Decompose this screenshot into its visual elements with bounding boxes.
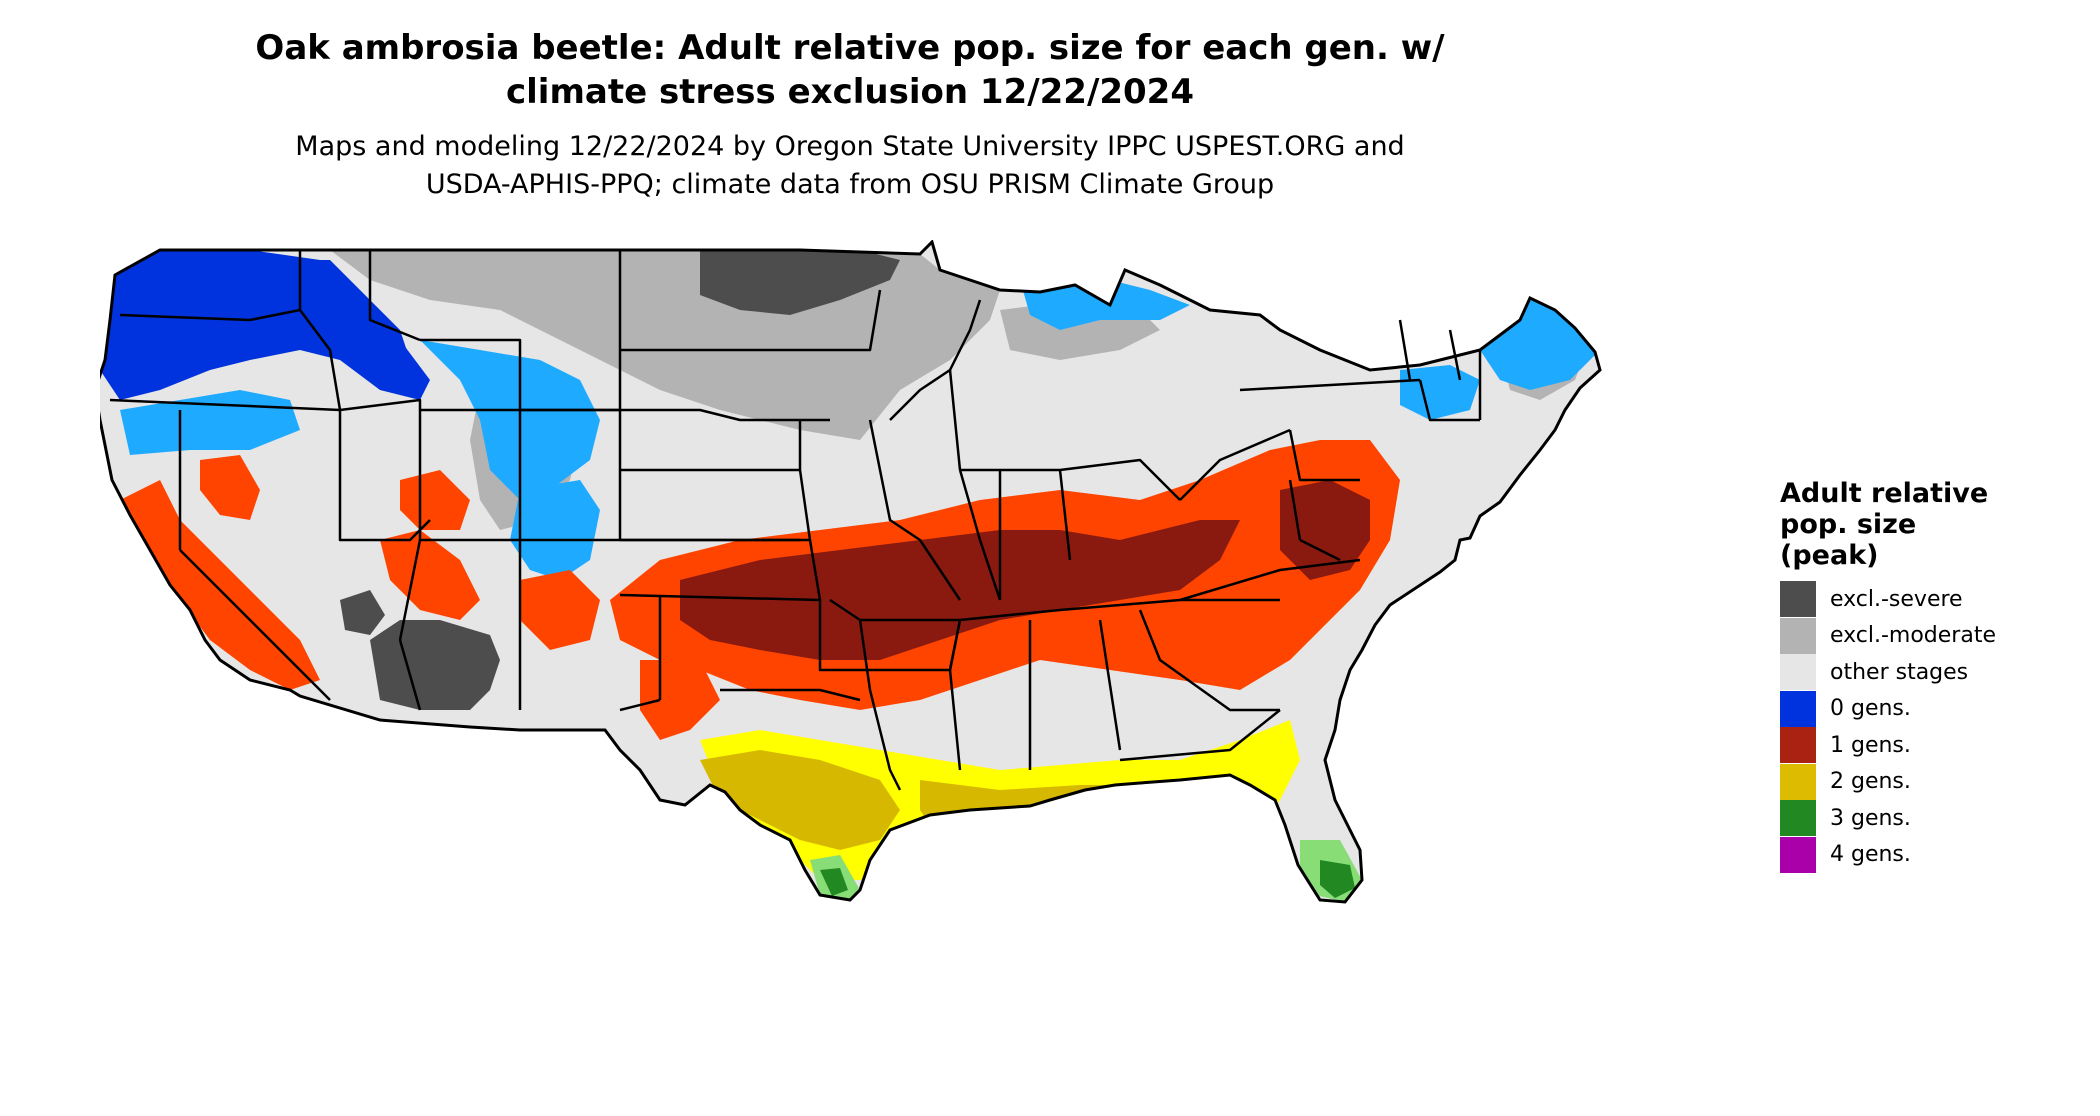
zone-1gen-light-new-mexico <box>520 570 600 650</box>
legend-title: Adult relative pop. size (peak) <box>1780 478 2040 571</box>
legend-item: excl.-moderate <box>1780 617 2040 655</box>
zone-0gen-light-rockies <box>420 340 600 500</box>
legend-item: 1 gens. <box>1780 727 2040 764</box>
legend-title-line-2: pop. size <box>1780 509 1917 540</box>
zone-0gen-light-colorado <box>510 480 600 580</box>
map-subtitle: Maps and modeling 12/22/2024 by Oregon S… <box>0 128 1700 204</box>
zone-excl-severe-north-dakota <box>700 250 900 315</box>
legend-label: excl.-moderate <box>1830 623 1996 649</box>
legend-label: excl.-severe <box>1830 586 1963 612</box>
legend-swatch <box>1780 836 1816 873</box>
zone-1gen-light-utah <box>400 470 470 530</box>
legend-title-line-1: Adult relative <box>1780 478 1989 509</box>
map-title: Oak ambrosia beetle: Adult relative pop.… <box>0 26 1700 114</box>
legend-label: 0 gens. <box>1830 696 1911 722</box>
legend-swatch <box>1780 690 1816 727</box>
legend-item: 2 gens. <box>1780 763 2040 801</box>
subtitle-line-1: Maps and modeling 12/22/2024 by Oregon S… <box>295 131 1405 162</box>
zone-excl-severe-nevada-spot <box>340 590 385 635</box>
legend-item: 4 gens. <box>1780 836 2040 874</box>
title-line-1: Oak ambrosia beetle: Adult relative pop.… <box>255 28 1445 68</box>
zone-1gen-light-southwest <box>380 530 480 620</box>
legend-label: other stages <box>1830 659 1969 685</box>
zone-3gen-dark-florida <box>1320 860 1355 898</box>
us-map <box>100 240 1602 904</box>
zone-excl-severe-arizona <box>370 620 500 710</box>
legend: Adult relative pop. size (peak) excl.-se… <box>1780 478 2040 873</box>
legend-label: 2 gens. <box>1830 769 1911 795</box>
legend-title-line-3: (peak) <box>1780 540 1879 571</box>
legend-items: excl.-severe excl.-moderate other stages 0 … <box>1780 581 2040 873</box>
legend-swatch <box>1780 581 1816 618</box>
legend-swatch <box>1780 727 1816 764</box>
legend-swatch <box>1780 800 1816 837</box>
legend-label: 1 gens. <box>1830 732 1911 758</box>
legend-label: 4 gens. <box>1830 842 1911 868</box>
legend-label: 3 gens. <box>1830 805 1911 831</box>
legend-item: excl.-severe <box>1780 581 2040 618</box>
zone-1gen-dark-mid-atlantic <box>1280 480 1370 580</box>
zone-1gen-light-nevada <box>200 455 260 520</box>
title-line-2: climate stress exclusion 12/22/2024 <box>505 72 1194 112</box>
legend-item: 0 gens. <box>1780 690 2040 728</box>
zone-3gen-dark-texas <box>820 868 848 896</box>
subtitle-line-2: USDA-APHIS-PPQ; climate data from OSU PR… <box>425 169 1275 200</box>
legend-swatch <box>1780 654 1816 691</box>
zone-1gen-light-california <box>120 480 320 690</box>
zone-2gen-dark-texas <box>700 750 900 850</box>
legend-swatch <box>1780 617 1816 654</box>
zone-0gen-dark-idaho <box>280 260 410 370</box>
legend-item: other stages <box>1780 654 2040 691</box>
legend-item: 3 gens. <box>1780 800 2040 837</box>
legend-swatch <box>1780 763 1816 800</box>
